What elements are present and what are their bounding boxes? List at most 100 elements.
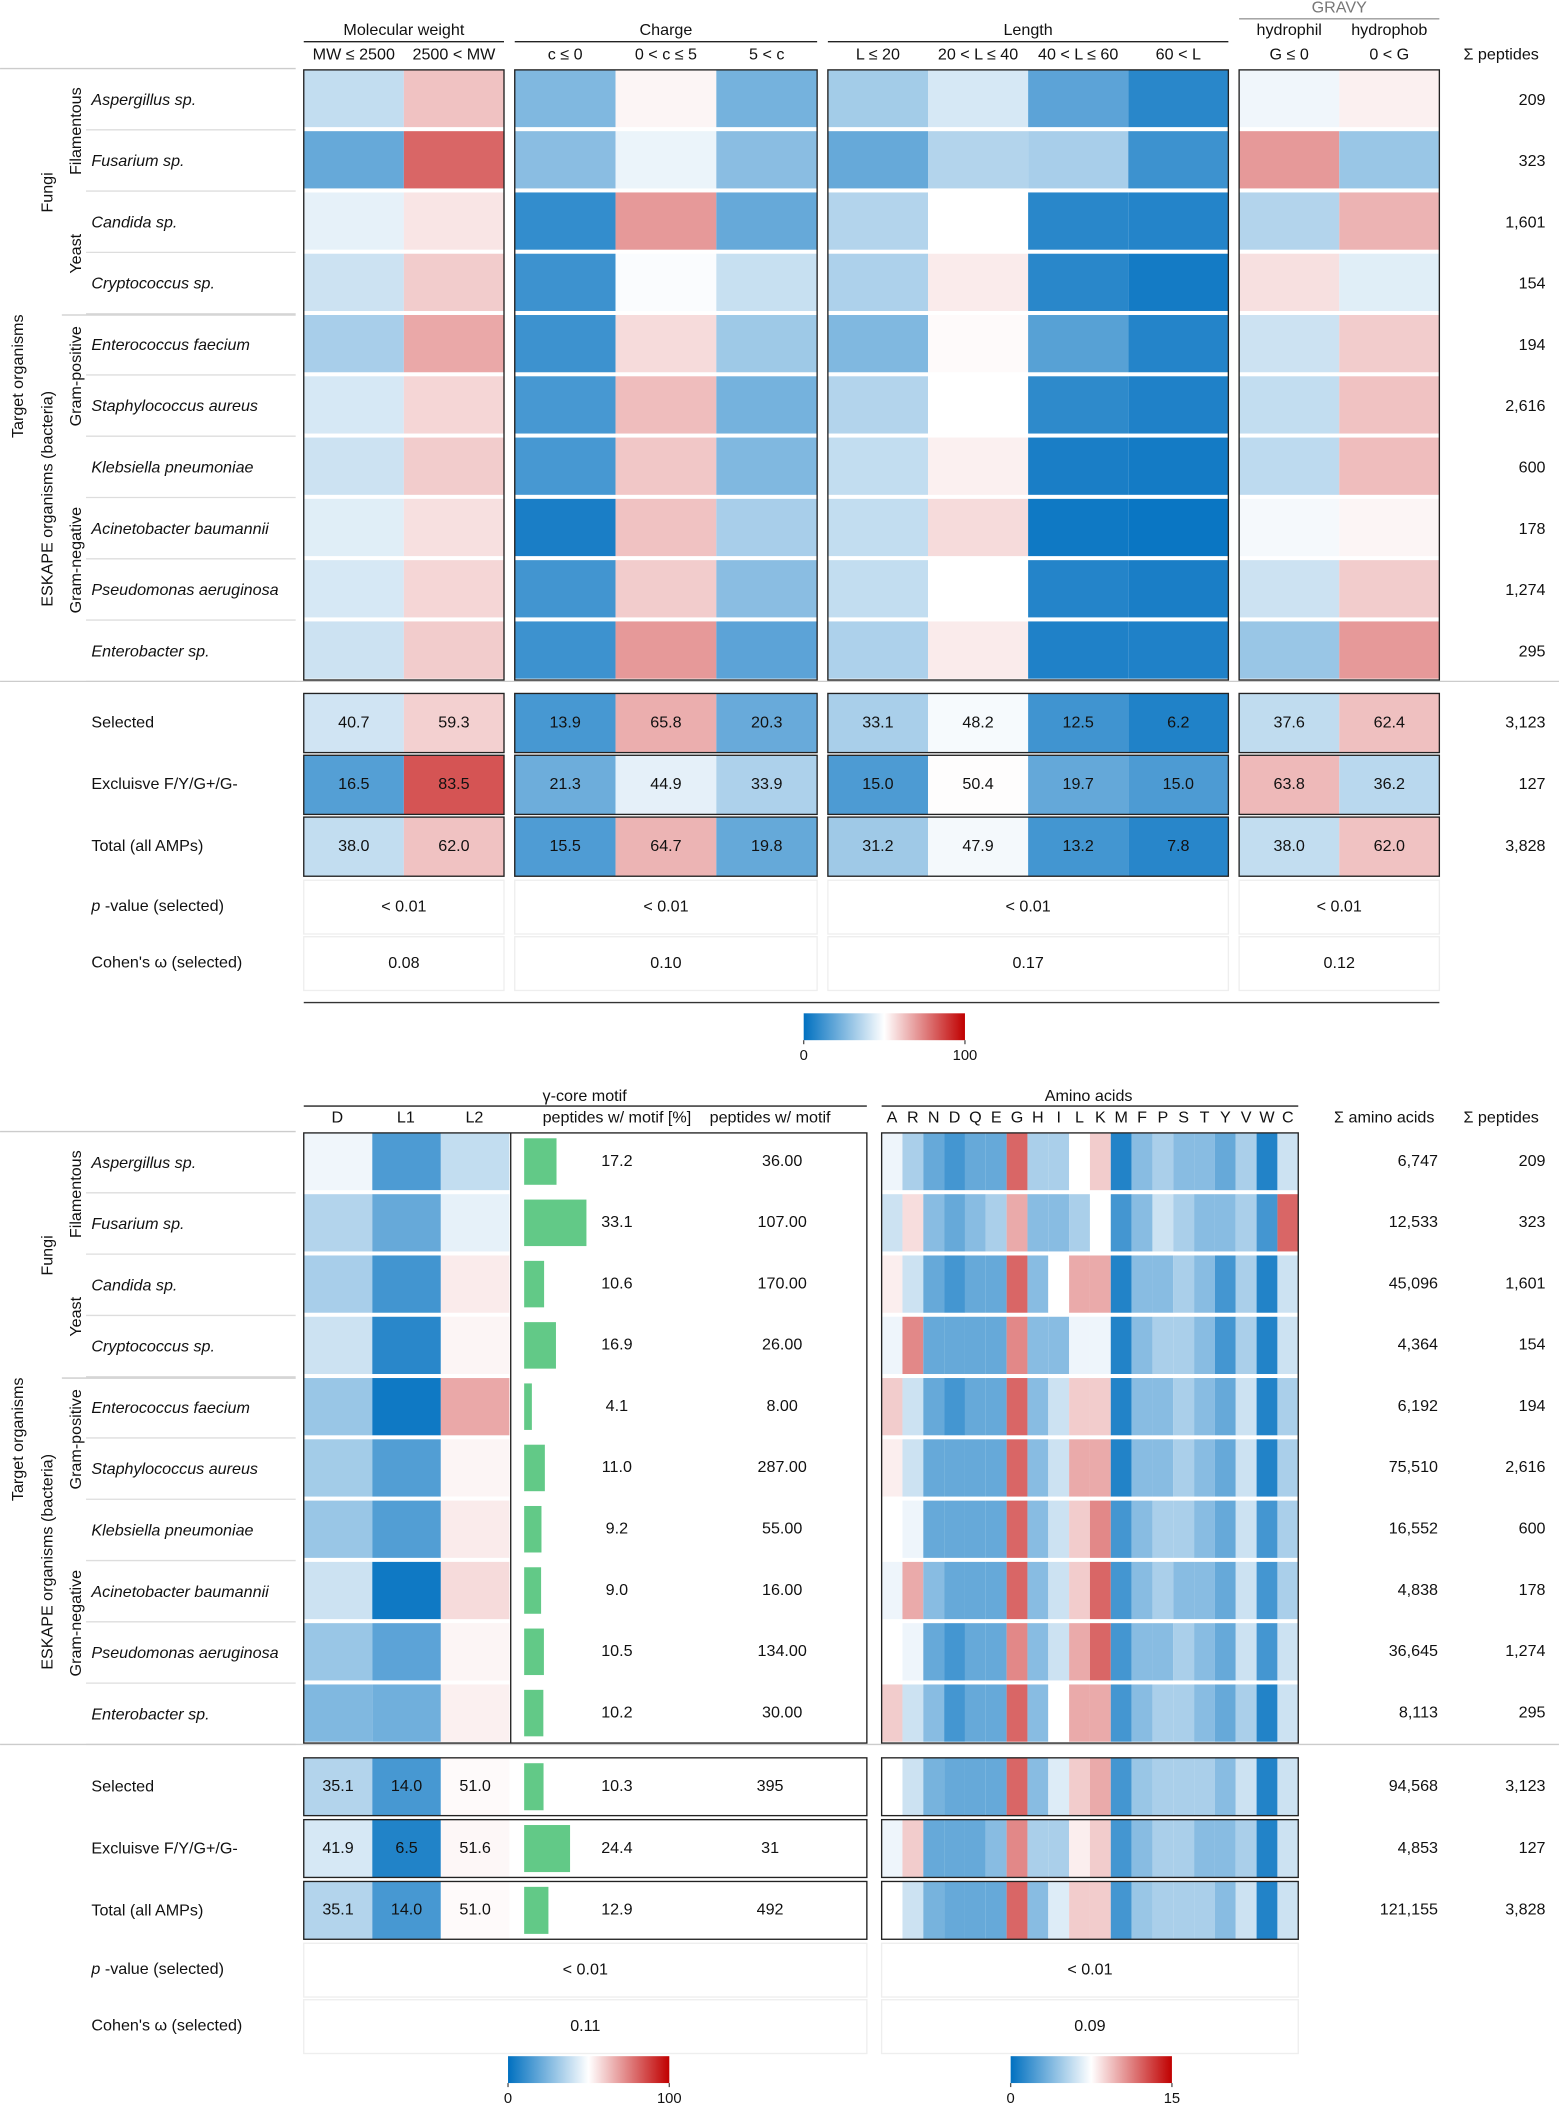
motif-bar xyxy=(524,1383,532,1430)
aa-cell xyxy=(944,1881,965,1940)
aa-cell xyxy=(985,1316,1007,1375)
stat-value: 0.17 xyxy=(1012,954,1043,972)
heat-cell xyxy=(372,1132,441,1191)
heat-cell xyxy=(514,437,616,495)
heat-cell xyxy=(440,1757,510,1816)
column-subheader: hydrophil xyxy=(1256,21,1321,39)
column-header: L2 xyxy=(465,1108,483,1126)
heat-cell xyxy=(716,437,818,495)
count: 600 xyxy=(1519,458,1546,476)
heat-cell xyxy=(514,253,616,311)
heat-cell xyxy=(372,1255,441,1313)
row-label: Cohen's ω (selected) xyxy=(91,2017,242,2035)
aa-cell xyxy=(1256,1439,1278,1497)
aa-cell xyxy=(1089,1316,1111,1375)
aa-cell xyxy=(1048,1316,1070,1375)
block-border xyxy=(1238,692,1441,754)
aa-cell xyxy=(1277,1561,1299,1620)
group-header: GRAVY xyxy=(1312,0,1367,16)
aa-cell xyxy=(923,1500,945,1558)
aa-cell xyxy=(1214,1316,1236,1375)
heat-cell xyxy=(440,1561,510,1620)
label-part: Cohen's ω (selected) xyxy=(91,2017,242,2035)
aa-cell xyxy=(1069,1623,1090,1681)
heat-cell xyxy=(403,315,504,373)
cell-label: 14.0 xyxy=(391,1777,422,1795)
aa-cell xyxy=(1277,1623,1299,1681)
stat-box xyxy=(1238,936,1441,992)
heat-cell xyxy=(514,315,616,373)
heat-cell xyxy=(716,817,818,877)
aa-cell xyxy=(1235,1757,1257,1816)
aa-cell xyxy=(1089,1757,1111,1816)
aa-cell xyxy=(1194,1881,1215,1940)
aa-cell xyxy=(1027,1439,1049,1497)
heat-cell xyxy=(928,693,1029,753)
column-header: A xyxy=(887,1108,898,1126)
row-label: Pseudomonas aeruginosa xyxy=(91,581,278,599)
aa-cell xyxy=(881,1684,903,1742)
aa-cell xyxy=(944,1684,965,1742)
cell-label: 62.0 xyxy=(1374,837,1405,855)
heat-cell xyxy=(1028,498,1129,557)
column-header: G xyxy=(1011,1108,1024,1126)
cell-label: 6.2 xyxy=(1167,713,1189,731)
motif-bar xyxy=(524,1322,556,1369)
count: 295 xyxy=(1519,1703,1546,1721)
aa-cell xyxy=(985,1194,1007,1252)
aa-cell xyxy=(881,1316,903,1375)
motif-bar xyxy=(524,1199,587,1247)
aa-cell xyxy=(923,1623,945,1681)
heat-cell xyxy=(1028,131,1129,189)
stat-value: < 0.01 xyxy=(643,897,688,915)
heat-cell xyxy=(440,1132,510,1191)
column-header: S xyxy=(1178,1108,1189,1126)
heat-cell xyxy=(928,437,1029,495)
colorbar-label: 0 xyxy=(504,2091,512,2107)
aa-cell xyxy=(1152,1881,1174,1940)
column-header: H xyxy=(1032,1108,1044,1126)
heat-cell xyxy=(1239,315,1340,373)
heat-cell xyxy=(1239,437,1340,495)
heat-cell xyxy=(1028,755,1129,815)
row-label: Selected xyxy=(91,1778,154,1796)
column-header: L xyxy=(1075,1108,1084,1126)
aa-cell xyxy=(1256,1757,1278,1816)
aa-cell xyxy=(1194,1623,1215,1681)
motif-bar xyxy=(524,1763,544,1811)
aa-cell xyxy=(1027,1194,1049,1252)
stat-box xyxy=(827,936,1230,992)
motif-pct: 10.3 xyxy=(601,1777,632,1795)
column-header: I xyxy=(1056,1108,1060,1126)
aa-cell xyxy=(944,1561,965,1620)
heat-cell xyxy=(514,755,616,815)
aa-sum: 4,364 xyxy=(1398,1336,1438,1354)
heat-cell xyxy=(716,693,818,753)
heat-cell xyxy=(403,498,504,557)
heat-cell xyxy=(716,560,818,618)
heat-cell xyxy=(440,1881,510,1940)
aa-cell xyxy=(881,1881,903,1940)
cell-label: 51.0 xyxy=(459,1901,490,1919)
heat-cell xyxy=(716,69,818,128)
aa-sum: 45,096 xyxy=(1389,1274,1438,1292)
aa-cell xyxy=(1173,1439,1195,1497)
aa-cell xyxy=(1110,1684,1132,1742)
heat-cell xyxy=(827,192,929,250)
aa-cell xyxy=(1048,1378,1070,1436)
block-border xyxy=(303,754,505,816)
aa-cell xyxy=(1089,1684,1111,1742)
aa-cell xyxy=(1256,1819,1278,1878)
aa-cell xyxy=(1214,1623,1236,1681)
heat-cell xyxy=(615,437,717,495)
aa-cell xyxy=(1152,1194,1174,1252)
block-border xyxy=(303,692,505,754)
aa-cell xyxy=(1069,1132,1090,1191)
aa-cell xyxy=(923,1439,945,1497)
cell-label: 36.2 xyxy=(1374,775,1405,793)
cell-label: 19.7 xyxy=(1063,775,1094,793)
column-header: Y xyxy=(1220,1108,1231,1126)
cell-label: 13.2 xyxy=(1063,837,1094,855)
colorbar-label: 100 xyxy=(953,1048,978,1064)
aa-cell xyxy=(1235,1132,1257,1191)
